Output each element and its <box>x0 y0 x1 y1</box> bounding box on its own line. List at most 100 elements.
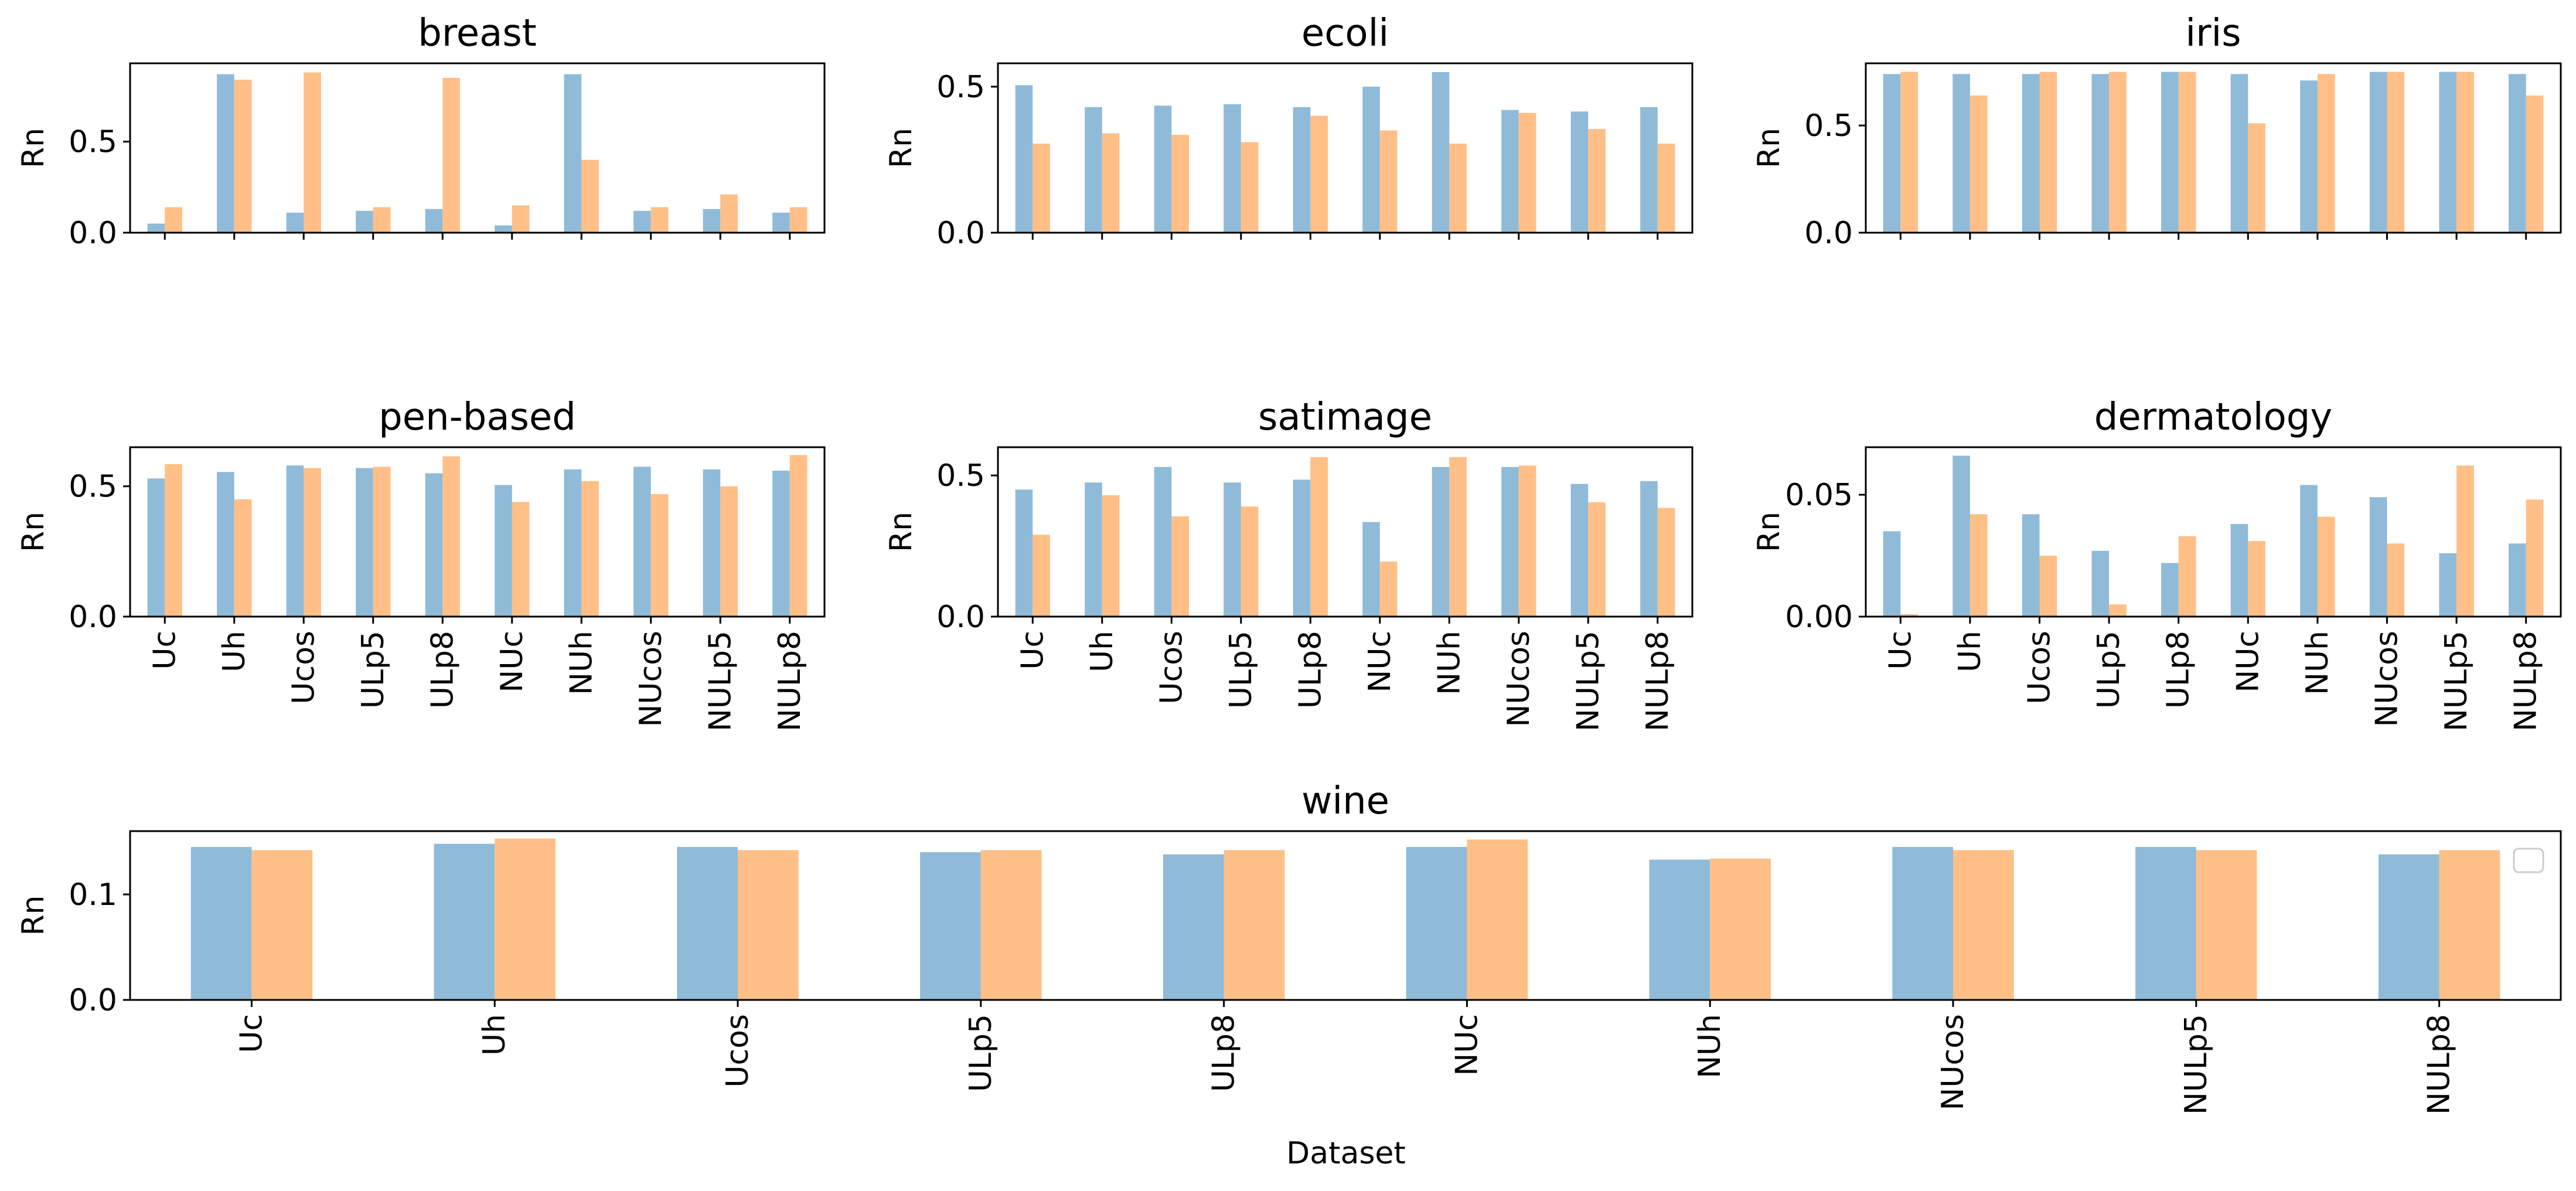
bar-satimage-series2-NULp5 <box>1588 502 1606 617</box>
bar-wine-series1-NUcos <box>1892 847 1953 1000</box>
bar-iris-series2-ULp5 <box>2109 72 2127 233</box>
bar-breast-series2-NUc <box>512 205 530 233</box>
bar-ecoli-series1-Uh <box>1085 107 1102 233</box>
bar-ecoli-series2-NUc <box>1379 130 1398 233</box>
bar-satimage-series1-NUcos <box>1501 467 1519 617</box>
bar-pen-based-series1-Ucos <box>286 465 304 617</box>
bar-wine-series2-NULp5 <box>2196 850 2257 1000</box>
xtick-label-dermatology-Uh: Uh <box>1953 631 1988 672</box>
xtick-label-dermatology-NUh: NUh <box>2300 631 2335 695</box>
ytick-label-iris-0: 0.0 <box>1804 216 1853 251</box>
bar-dermatology-series1-NULp5 <box>2439 553 2457 617</box>
bar-satimage-series1-NULp5 <box>1570 484 1589 617</box>
bar-satimage-series1-NUc <box>1362 522 1380 617</box>
bar-iris-series2-NULp5 <box>2456 72 2474 233</box>
bar-breast-series2-Uh <box>234 79 252 233</box>
bar-ecoli-series2-Uh <box>1102 133 1120 233</box>
bar-wine-series2-Uc <box>251 850 313 1000</box>
axes-frame-dermatology <box>1865 446 2562 618</box>
bar-ecoli-series2-ULp8 <box>1310 115 1328 233</box>
bar-pen-based-series2-NUc <box>512 502 530 617</box>
xtick-label-dermatology-NULp8: NULp8 <box>2509 631 2544 731</box>
xtick-label-dermatology-Ucos: Ucos <box>2022 631 2057 705</box>
xtick-label-pen-based-ULp8: ULp8 <box>425 631 460 709</box>
chart-title-iris: iris <box>2185 12 2241 55</box>
ytick-label-satimage-0: 0.0 <box>936 600 985 635</box>
bar-satimage-series2-Uc <box>1033 535 1050 617</box>
bar-pen-based-series2-NULp5 <box>720 486 738 617</box>
bar-ecoli-series2-Ucos <box>1171 135 1189 233</box>
axes-frame-breast <box>129 62 826 234</box>
bar-iris-series2-NUc <box>2248 123 2265 233</box>
bar-wine-series1-NUc <box>1406 847 1467 1000</box>
bar-breast-series1-ULp5 <box>356 210 373 233</box>
bar-breast-series2-Uc <box>165 207 182 233</box>
bar-breast-series1-Ucos <box>286 212 304 233</box>
xtick-label-wine-NULp8: NULp8 <box>2422 1014 2457 1115</box>
bar-satimage-series1-Uh <box>1085 482 1102 617</box>
chart-panel-pen-based: 0.0 0.5 Uc Uh Ucos ULp5 ULp8 NUc NUh NUcos NULp5 NU… <box>16 396 826 731</box>
bar-wine-series1-NUh <box>1649 859 1710 1000</box>
bar-pen-based-series2-Uc <box>165 464 182 617</box>
bar-ecoli-series2-NUcos <box>1518 113 1536 233</box>
chart-panel-satimage: 0.0 0.5 Uc Uh Ucos ULp5 ULp8 NUc NUh NUcos NULp5 NU… <box>884 396 1694 731</box>
legend-box <box>2513 848 2544 873</box>
bar-ecoli-series1-ULp8 <box>1293 107 1311 233</box>
bar-pen-based-series2-Ucos <box>304 468 321 617</box>
bar-satimage-series2-Uh <box>1102 495 1120 617</box>
chart-title-ecoli: ecoli <box>1301 12 1389 55</box>
bar-iris-series1-NUh <box>2300 80 2318 233</box>
bar-breast-series2-ULp5 <box>373 207 391 233</box>
chart-title-pen-based: pen-based <box>379 396 576 439</box>
chart-title-dermatology: dermatology <box>2094 396 2332 439</box>
axes-frame-wine <box>129 830 2562 1001</box>
ylabel-satimage: Rn <box>884 512 919 552</box>
bar-ecoli-series2-NULp8 <box>1657 144 1675 233</box>
charts-layer: 0.00.5breastRn0.00.5ecoliRn0.00.5irisRn0… <box>16 12 2562 1115</box>
xtick-label-wine-Uc: Uc <box>234 1014 269 1053</box>
bar-satimage-series2-ULp5 <box>1241 506 1259 617</box>
bar-wine-series1-Ucos <box>677 847 738 1000</box>
bar-iris-series1-NUc <box>2230 74 2248 233</box>
bar-pen-based-series1-ULp8 <box>425 473 443 617</box>
bar-dermatology-series1-NULp8 <box>2509 543 2526 617</box>
bar-wine-series1-Uc <box>190 847 252 1000</box>
xtick-label-satimage-Uc: Uc <box>1015 631 1050 670</box>
bar-breast-series1-NUcos <box>633 210 651 233</box>
xtick-label-wine-NUh: NUh <box>1692 1014 1727 1078</box>
ylabel-iris: Rn <box>1752 128 1787 168</box>
bar-wine-series1-ULp5 <box>920 852 981 1000</box>
xtick-label-dermatology-ULp8: ULp8 <box>2161 631 2196 709</box>
xtick-label-wine-Uh: Uh <box>477 1014 512 1056</box>
bar-breast-series2-Ucos <box>304 72 321 233</box>
bar-breast-series1-NUc <box>495 225 512 233</box>
bar-dermatology-series1-NUc <box>2230 523 2248 617</box>
ytick-label-wine-1: 0.1 <box>69 877 117 913</box>
bar-pen-based-series2-NUcos <box>650 494 669 617</box>
xtick-label-wine-NULp5: NULp5 <box>2179 1014 2214 1115</box>
bar-wine-series2-ULp8 <box>1224 850 1285 1000</box>
bar-iris-series1-NULp5 <box>2439 72 2457 233</box>
bar-dermatology-series1-ULp5 <box>2091 550 2110 617</box>
bar-dermatology-series1-Uh <box>1953 455 1970 617</box>
bar-wine-series1-NULp5 <box>2135 847 2196 1000</box>
xtick-label-pen-based-NULp8: NULp8 <box>772 631 807 731</box>
bar-pen-based-series2-ULp5 <box>373 467 391 617</box>
xtick-label-satimage-NUc: NUc <box>1362 631 1398 693</box>
ylabel-breast: Rn <box>16 128 51 168</box>
bar-pen-based-series1-NUcos <box>633 467 651 617</box>
bar-wine-series2-ULp5 <box>980 850 1042 1000</box>
bar-ecoli-series1-Uc <box>1015 85 1033 233</box>
bar-pen-based-series1-NULp5 <box>703 469 721 617</box>
xtick-label-dermatology-NULp5: NULp5 <box>2439 631 2474 731</box>
bar-satimage-series1-ULp8 <box>1293 479 1311 617</box>
bar-satimage-series2-NUc <box>1379 562 1398 617</box>
ytick-label-dermatology-0: 0.00 <box>1785 600 1853 635</box>
bar-wine-series2-Ucos <box>738 850 799 1000</box>
bar-iris-series1-Uh <box>1953 74 1970 233</box>
ytick-label-satimage-1: 0.5 <box>936 458 985 494</box>
bar-breast-series2-NULp5 <box>720 194 738 233</box>
bar-ecoli-series1-NUh <box>1432 72 1450 233</box>
bar-ecoli-series1-Ucos <box>1154 106 1172 233</box>
